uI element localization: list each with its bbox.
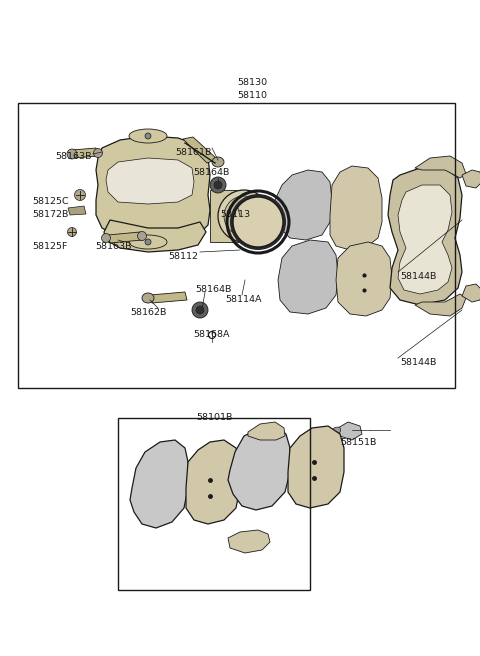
Text: 58151B: 58151B [340,438,376,447]
Ellipse shape [224,196,264,236]
Ellipse shape [331,427,341,435]
Polygon shape [330,166,382,250]
Polygon shape [415,156,466,178]
Ellipse shape [129,129,167,143]
Text: 58125C: 58125C [32,197,69,206]
Text: 58168A: 58168A [193,330,229,339]
Ellipse shape [129,235,167,249]
Bar [18,103,455,388]
Polygon shape [96,136,210,242]
Polygon shape [388,168,462,305]
Bar [210,190,245,242]
Ellipse shape [233,197,283,247]
Polygon shape [275,170,332,240]
Ellipse shape [196,306,204,314]
Ellipse shape [67,149,77,159]
Polygon shape [338,422,362,440]
Polygon shape [288,426,344,508]
Polygon shape [248,422,285,440]
Ellipse shape [192,302,208,318]
Ellipse shape [210,177,226,193]
Text: 58130: 58130 [237,78,267,87]
Polygon shape [108,232,142,243]
Polygon shape [228,530,270,553]
Text: 58172B: 58172B [32,210,68,219]
Text: 58125F: 58125F [32,242,67,251]
Polygon shape [398,185,452,294]
Ellipse shape [68,228,76,237]
Polygon shape [228,426,290,510]
Text: 58164B: 58164B [193,168,229,177]
Text: 58144B: 58144B [400,272,436,281]
Ellipse shape [137,232,146,241]
Text: 58163B: 58163B [55,152,92,161]
Ellipse shape [145,239,151,245]
Polygon shape [462,284,480,302]
Text: 58113: 58113 [220,210,250,219]
Polygon shape [415,294,466,316]
Text: 58112: 58112 [168,252,198,261]
Text: 58144B: 58144B [400,358,436,367]
Polygon shape [68,206,86,215]
Polygon shape [183,137,217,163]
Polygon shape [336,242,392,316]
Polygon shape [462,170,480,188]
Ellipse shape [230,194,286,250]
Text: 58164B: 58164B [195,285,231,294]
Text: 58114A: 58114A [225,295,262,304]
Ellipse shape [218,190,270,242]
Ellipse shape [212,157,224,167]
Ellipse shape [101,234,110,243]
Ellipse shape [74,190,85,201]
Ellipse shape [94,148,103,157]
Polygon shape [72,148,98,158]
Ellipse shape [214,181,222,189]
Text: 58110: 58110 [237,91,267,100]
Polygon shape [104,220,206,252]
Polygon shape [150,292,187,303]
Text: 58161B: 58161B [175,148,211,157]
Polygon shape [186,440,240,524]
Text: 58101B: 58101B [196,413,232,422]
Polygon shape [130,440,188,528]
Text: 58162B: 58162B [130,308,167,317]
Ellipse shape [142,293,154,303]
Ellipse shape [145,133,151,139]
Bar [118,418,310,590]
Polygon shape [106,158,194,204]
Text: 58163B: 58163B [95,242,132,251]
Polygon shape [278,240,338,314]
